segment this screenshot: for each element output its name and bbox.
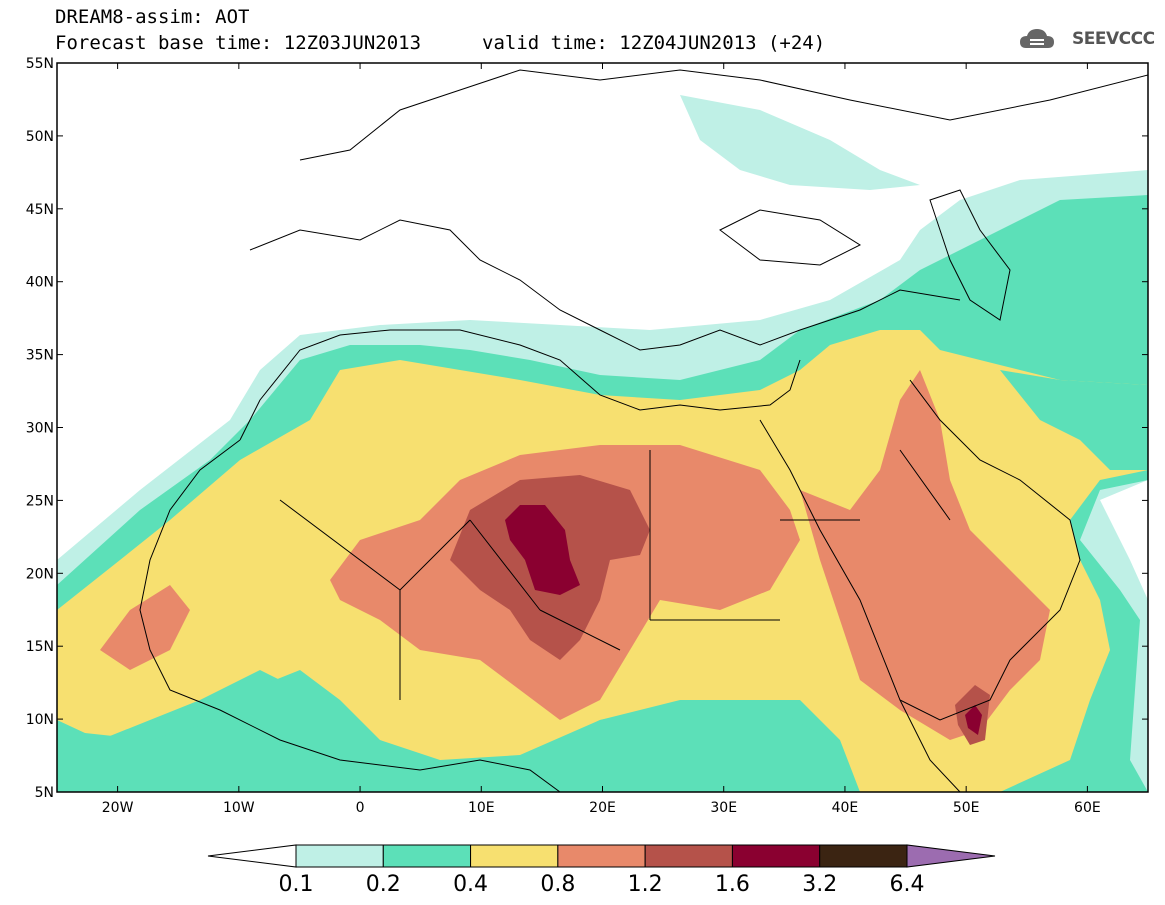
colorbar-label: 0.1	[278, 872, 314, 897]
colorbar	[207, 844, 996, 868]
cloud-logo-icon	[1020, 29, 1054, 48]
lat-label: 40N	[26, 275, 54, 291]
lat-label: 15N	[26, 639, 54, 655]
aot-contour-0.1-north	[680, 95, 920, 190]
lat-label: 25N	[26, 493, 54, 509]
aot-contour-1.6	[505, 505, 580, 595]
map-title: DREAM8-assim: AOT	[55, 6, 250, 28]
logo-text: SEEVCCC	[1072, 29, 1155, 49]
lat-label: 5N	[35, 785, 54, 801]
lon-label: 40E	[832, 800, 859, 816]
colorbar-label: 1.6	[714, 872, 750, 897]
colorbar-swatch	[382, 844, 472, 868]
colorbar-swatch	[295, 844, 384, 868]
coastline-africa-west	[139, 439, 561, 792]
lat-label: 50N	[26, 129, 54, 145]
coastline-black-sea	[719, 209, 862, 266]
aot-contour-1.6-east	[965, 705, 982, 735]
valid-time: valid time: 12Z04JUN2013 (+24)	[482, 32, 826, 54]
coastline-caspian	[929, 189, 1011, 321]
colorbar-over	[906, 844, 996, 868]
colorbar-swatch	[731, 844, 821, 868]
coastline-africa-east	[899, 699, 961, 792]
border-lines	[279, 449, 951, 700]
colorbar-label: 0.2	[365, 872, 401, 897]
lon-label: 0	[356, 800, 365, 816]
lon-label: 10W	[223, 800, 255, 816]
colorbar-swatch	[557, 844, 646, 868]
lon-label: 50E	[953, 800, 980, 816]
aot-contour-0.2-east	[1000, 370, 1148, 470]
aot-contour-0.2-south	[57, 670, 860, 792]
lat-label: 35N	[26, 348, 54, 364]
lat-label: 20N	[26, 566, 54, 582]
lon-label: 30E	[710, 800, 737, 816]
colorbar-under	[207, 844, 297, 868]
lon-label: 20E	[589, 800, 616, 816]
forecast-base-time: Forecast base time: 12Z03JUN2013	[55, 32, 422, 54]
colorbar-swatch	[819, 844, 908, 868]
colorbar-swatch	[470, 844, 559, 868]
colorbar-swatch	[644, 844, 733, 868]
lat-label: 30N	[26, 421, 54, 437]
coastline-red-sea	[759, 379, 1081, 721]
lon-label: 10E	[468, 800, 495, 816]
colorbar-label: 6.4	[889, 872, 925, 897]
coastline-europe	[249, 219, 961, 351]
lon-label: 20W	[102, 800, 134, 816]
colorbar-label: 0.4	[453, 872, 489, 897]
coastline-north	[299, 69, 1148, 161]
aot-contour-0.8-east	[800, 370, 1050, 740]
lat-label: 45N	[26, 202, 54, 218]
aot-contour-0.8-west	[100, 585, 190, 670]
coastline-africa-north	[239, 329, 801, 441]
lon-label: 60E	[1074, 800, 1101, 816]
colorbar-label: 3.2	[802, 872, 838, 897]
colorbar-label: 1.2	[627, 872, 663, 897]
lat-label: 10N	[26, 712, 54, 728]
lat-label: 55N	[26, 56, 54, 72]
colorbar-label: 0.8	[540, 872, 576, 897]
